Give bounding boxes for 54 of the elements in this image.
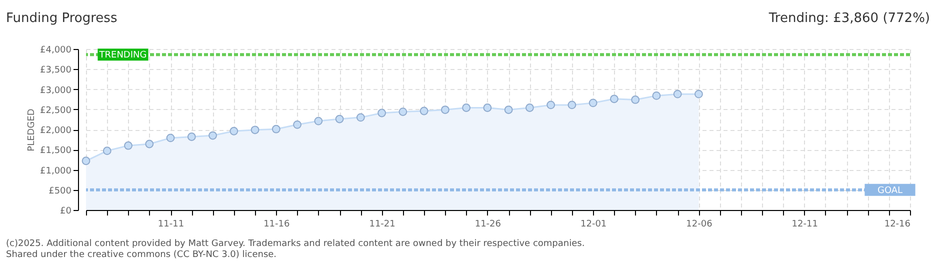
point [568,100,576,110]
point [335,114,344,124]
x-tick-label: 11-11 [158,220,184,230]
point [314,116,323,126]
y-tick-label: £0 [60,206,72,216]
point [272,124,280,134]
point [525,104,534,112]
y-tick-label: £500 [48,186,72,196]
point [230,126,238,136]
x-tick-label: 12-01 [580,220,607,230]
ref-line-label: GOAL [877,186,903,196]
y-tick-label: £3,000 [40,86,72,96]
point [440,106,450,114]
ref-line-label: TRENDING [98,50,147,61]
text: (c)2025. Additional content provided by Matt Garvey. Trademarks and related content are owned by their respective companies. [6,239,585,249]
point [102,146,112,156]
point [652,91,661,100]
point [145,140,154,148]
point [378,108,386,118]
x-tick-label: 11-26 [474,220,502,230]
y-tick-label: £2,000 [40,126,72,136]
y-tick-label: £2,500 [40,106,72,116]
point [82,156,90,166]
point [166,134,175,142]
x-tick-label: 12-06 [686,220,713,230]
x-tick-label: 12-11 [792,220,818,230]
point [673,90,682,98]
point [208,131,217,140]
chart-title: Funding Progress [6,11,118,26]
point [124,141,132,150]
y-tick-label: £4,000 [40,46,72,56]
point [462,104,471,112]
point [420,106,428,116]
chart-subtitle: Trending: £3,860 (772%) [768,11,930,26]
point [504,106,513,114]
point [398,108,408,116]
point [631,96,640,104]
point [483,104,492,112]
point [610,94,618,104]
y-tick-label: £1,500 [40,146,72,156]
x-tick-label: 11-16 [264,220,290,230]
y-axis-title: PLEDGED [27,108,38,152]
text: Shared under the creative commons (CC BY-NC 3.0) license. [6,250,277,260]
x-tick-label: 12-16 [884,220,911,230]
x-tick-label: 11-21 [369,220,396,230]
y-tick-label: £3,500 [40,66,72,76]
point [588,98,598,108]
point [187,132,196,141]
point [293,120,302,129]
point [250,126,260,134]
y-tick-label: £1,000 [40,166,72,176]
point [694,90,703,98]
point [356,113,365,122]
point [546,100,556,110]
